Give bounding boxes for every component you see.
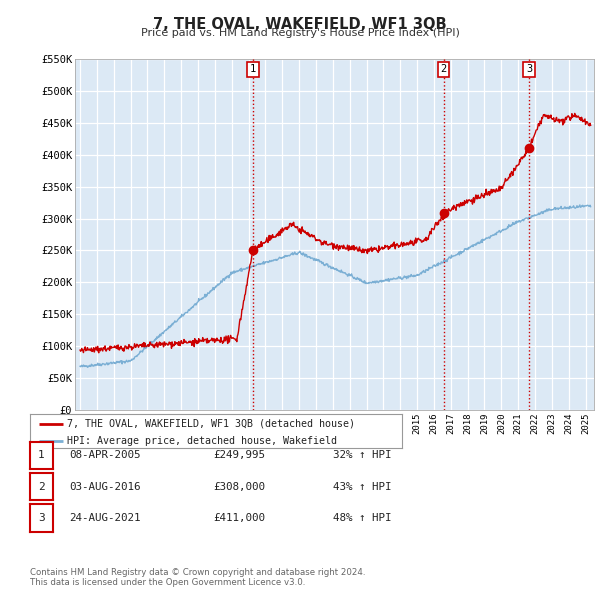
Text: £411,000: £411,000 bbox=[213, 513, 265, 523]
Text: 7, THE OVAL, WAKEFIELD, WF1 3QB (detached house): 7, THE OVAL, WAKEFIELD, WF1 3QB (detache… bbox=[67, 419, 355, 429]
Text: £308,000: £308,000 bbox=[213, 482, 265, 491]
Text: 24-AUG-2021: 24-AUG-2021 bbox=[69, 513, 140, 523]
Text: 32% ↑ HPI: 32% ↑ HPI bbox=[333, 451, 392, 460]
Text: 1: 1 bbox=[38, 451, 45, 460]
Text: 2: 2 bbox=[440, 64, 447, 74]
Text: Price paid vs. HM Land Registry's House Price Index (HPI): Price paid vs. HM Land Registry's House … bbox=[140, 28, 460, 38]
Text: 3: 3 bbox=[526, 64, 532, 74]
Text: 03-AUG-2016: 03-AUG-2016 bbox=[69, 482, 140, 491]
Text: 43% ↑ HPI: 43% ↑ HPI bbox=[333, 482, 392, 491]
Text: 2: 2 bbox=[38, 482, 45, 491]
Text: 1: 1 bbox=[250, 64, 256, 74]
Text: £249,995: £249,995 bbox=[213, 451, 265, 460]
Text: HPI: Average price, detached house, Wakefield: HPI: Average price, detached house, Wake… bbox=[67, 436, 337, 446]
Text: Contains HM Land Registry data © Crown copyright and database right 2024.
This d: Contains HM Land Registry data © Crown c… bbox=[30, 568, 365, 587]
Text: 48% ↑ HPI: 48% ↑ HPI bbox=[333, 513, 392, 523]
Text: 3: 3 bbox=[38, 513, 45, 523]
Text: 08-APR-2005: 08-APR-2005 bbox=[69, 451, 140, 460]
Text: 7, THE OVAL, WAKEFIELD, WF1 3QB: 7, THE OVAL, WAKEFIELD, WF1 3QB bbox=[153, 17, 447, 31]
